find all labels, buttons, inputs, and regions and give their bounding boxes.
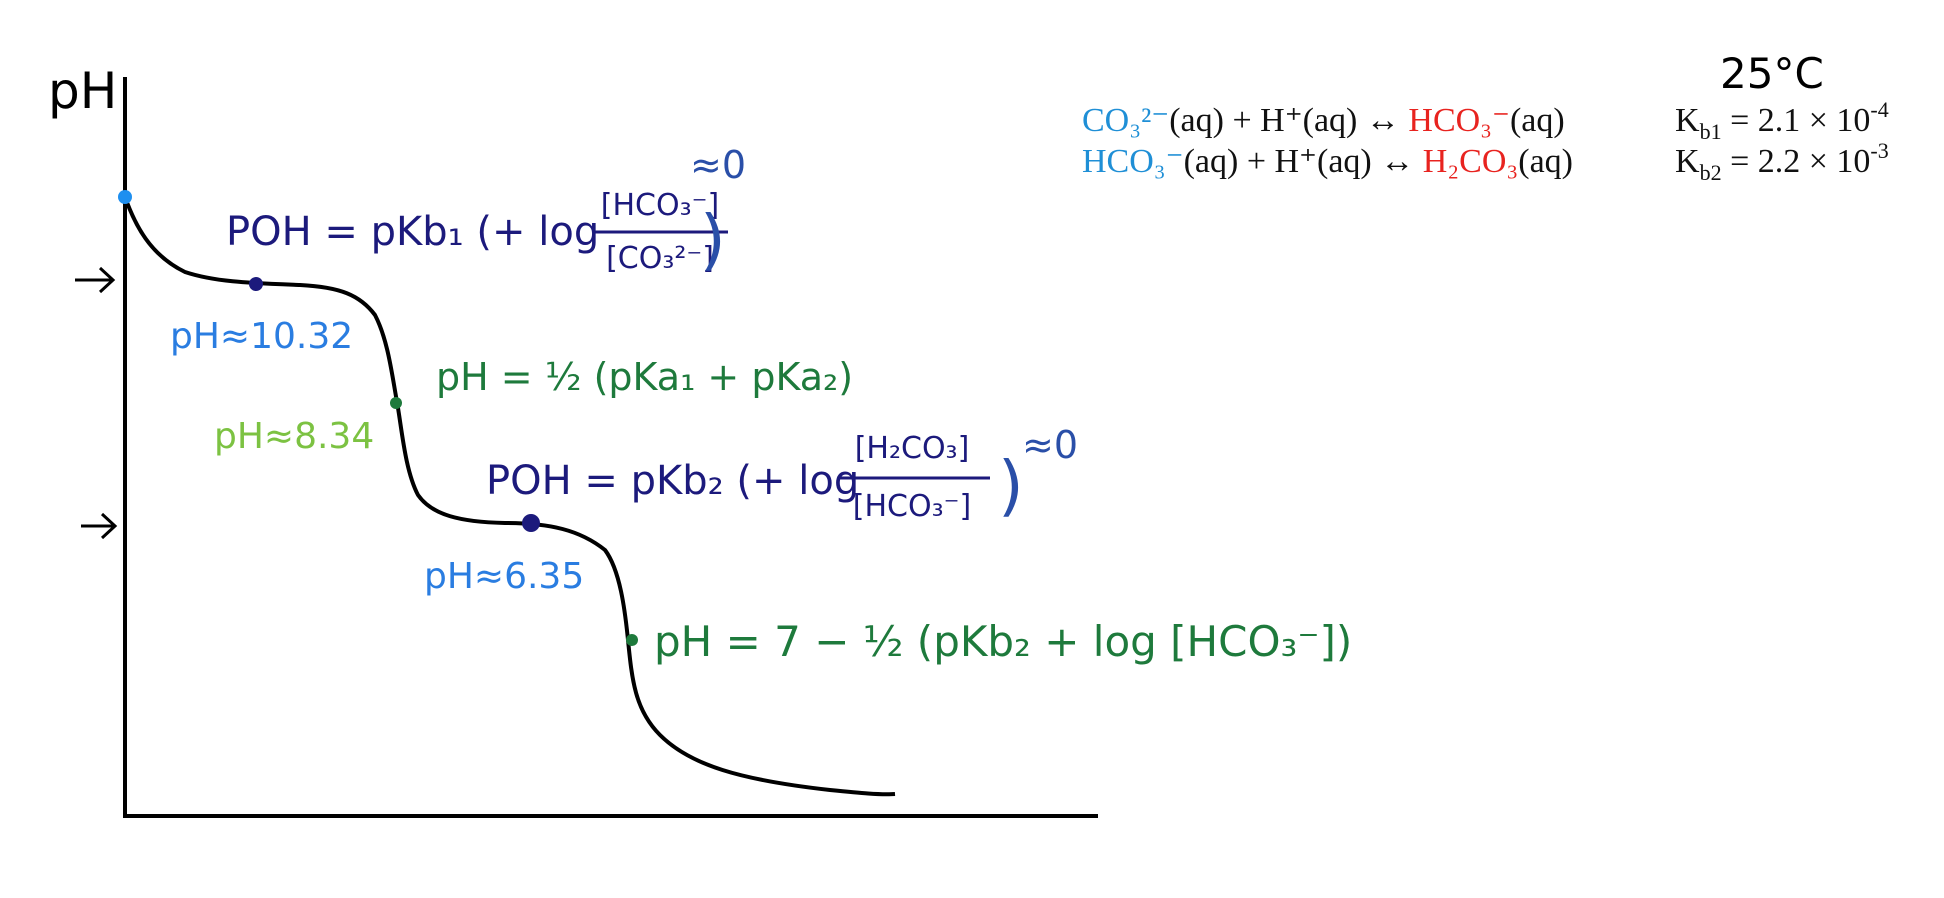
constant-symbol: K: [1675, 143, 1700, 180]
temperature: 25°C: [1720, 49, 1824, 98]
reaction-text: (aq): [1518, 143, 1573, 180]
approximation: ≈0: [1022, 423, 1078, 467]
approximation: ≈0: [690, 143, 746, 187]
species: HCO₃⁻: [1082, 143, 1184, 180]
reaction: HCO₃⁻(aq) + H⁺(aq) ↔ H₂CO₃(aq): [1082, 143, 1573, 180]
denominator: [CO₃²⁻]: [606, 241, 714, 276]
arrows: [75, 266, 118, 540]
reaction-text: (aq): [1510, 102, 1565, 139]
numerator: [H₂CO₃]: [855, 431, 970, 466]
constant-exponent: -3: [1870, 138, 1888, 163]
constant-value: = 2.2 × 10: [1722, 143, 1871, 180]
ph-label: pH≈6.35: [424, 556, 584, 597]
ph-label: pH≈8.34: [214, 416, 374, 457]
parenthesis: ): [700, 201, 726, 278]
equivalence-point: [390, 397, 402, 409]
reaction-text: (aq) + H⁺(aq) ↔: [1184, 143, 1423, 180]
axis-label: pH: [48, 62, 117, 120]
formula: pH = 7 − ½ (pKb₂ + log [HCO₃⁻]): [654, 617, 1352, 666]
arrow: [75, 266, 116, 294]
reaction-text: (aq) + H⁺(aq) ↔: [1169, 102, 1408, 139]
constant-value: = 2.1 × 10: [1722, 102, 1871, 139]
start-point: [118, 190, 132, 204]
denominator: [HCO₃⁻]: [853, 489, 971, 524]
half-equivalence-point: [249, 277, 263, 291]
arrow: [81, 512, 118, 540]
formula: POH = pKb₁ (+ log: [226, 209, 599, 255]
constant-subscript: b1: [1700, 119, 1722, 144]
numerator: [HCO₃⁻]: [601, 188, 719, 223]
species: H₂CO₃: [1423, 143, 1519, 180]
equivalence-point: [626, 634, 638, 646]
ph-label: pH≈10.32: [170, 316, 353, 357]
half-equivalence-point: [522, 514, 540, 532]
species: HCO₃⁻: [1408, 102, 1510, 139]
equilibrium-constant: Kb2 = 2.2 × 10-3: [1675, 138, 1889, 185]
titration-curve: [123, 196, 896, 797]
formula: pH = ½ (pKa₁ + pKa₂): [436, 355, 853, 399]
formula: POH = pKb₂ (+ log: [486, 458, 859, 504]
constant-subscript: b2: [1700, 160, 1722, 185]
constant-symbol: K: [1675, 102, 1700, 139]
reaction: CO₃²⁻(aq) + H⁺(aq) ↔ HCO₃⁻(aq): [1082, 102, 1565, 139]
species: CO₃²⁻: [1082, 102, 1169, 139]
constant-exponent: -4: [1870, 97, 1888, 122]
parenthesis: ): [998, 447, 1024, 524]
equilibrium-constant: Kb1 = 2.1 × 10-4: [1675, 97, 1889, 144]
